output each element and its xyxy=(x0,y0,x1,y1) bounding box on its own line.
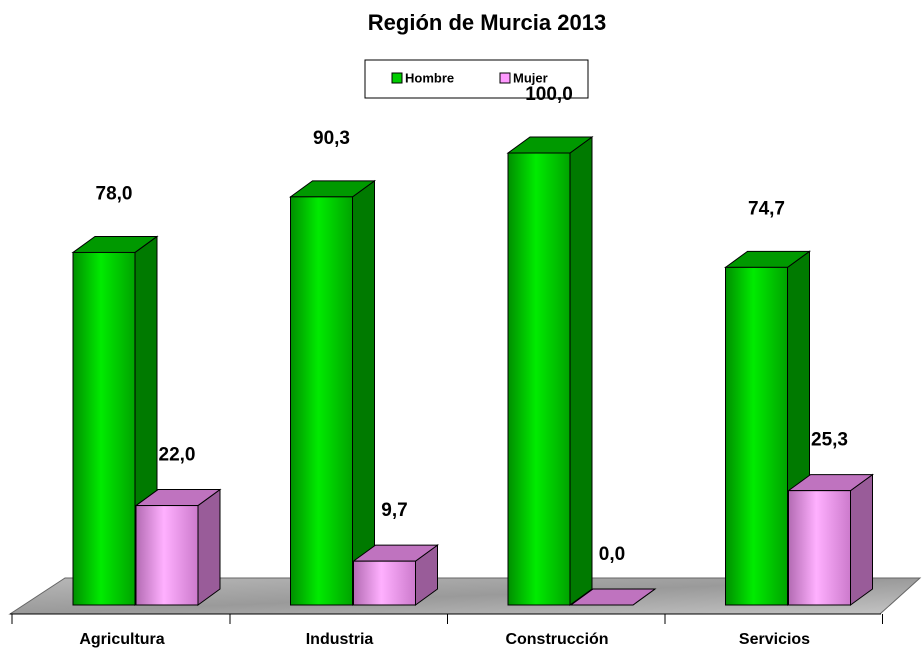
bar xyxy=(507,152,571,606)
data-label: 0,0 xyxy=(599,544,625,565)
bar-side xyxy=(569,136,593,606)
bar xyxy=(135,505,199,606)
data-label: 90,3 xyxy=(313,128,350,149)
bar xyxy=(725,266,788,606)
bar xyxy=(290,196,353,606)
bar xyxy=(72,251,136,606)
bar xyxy=(788,490,851,606)
bar xyxy=(353,560,416,606)
bar-top xyxy=(569,588,657,606)
data-label: 22,0 xyxy=(159,445,196,466)
data-label: 100,0 xyxy=(525,84,573,105)
x-tick-label: Construcción xyxy=(505,631,608,648)
x-tick-label: Servicios xyxy=(739,631,810,648)
data-label: 78,0 xyxy=(96,183,133,204)
data-label: 74,7 xyxy=(748,198,785,219)
legend-label: Mujer xyxy=(513,70,548,85)
legend-label: Hombre xyxy=(405,70,454,85)
legend-swatch xyxy=(391,72,403,84)
bar-side xyxy=(850,473,873,606)
bar-side xyxy=(197,488,221,606)
x-tick-label: Agricultura xyxy=(79,631,164,648)
bar-side xyxy=(352,179,375,606)
x-tick-label: Industria xyxy=(306,631,374,648)
data-label: 25,3 xyxy=(811,430,848,451)
chart-title: Región de Murcia 2013 xyxy=(368,10,606,35)
legend-swatch xyxy=(499,72,511,84)
data-label: 9,7 xyxy=(381,500,407,521)
